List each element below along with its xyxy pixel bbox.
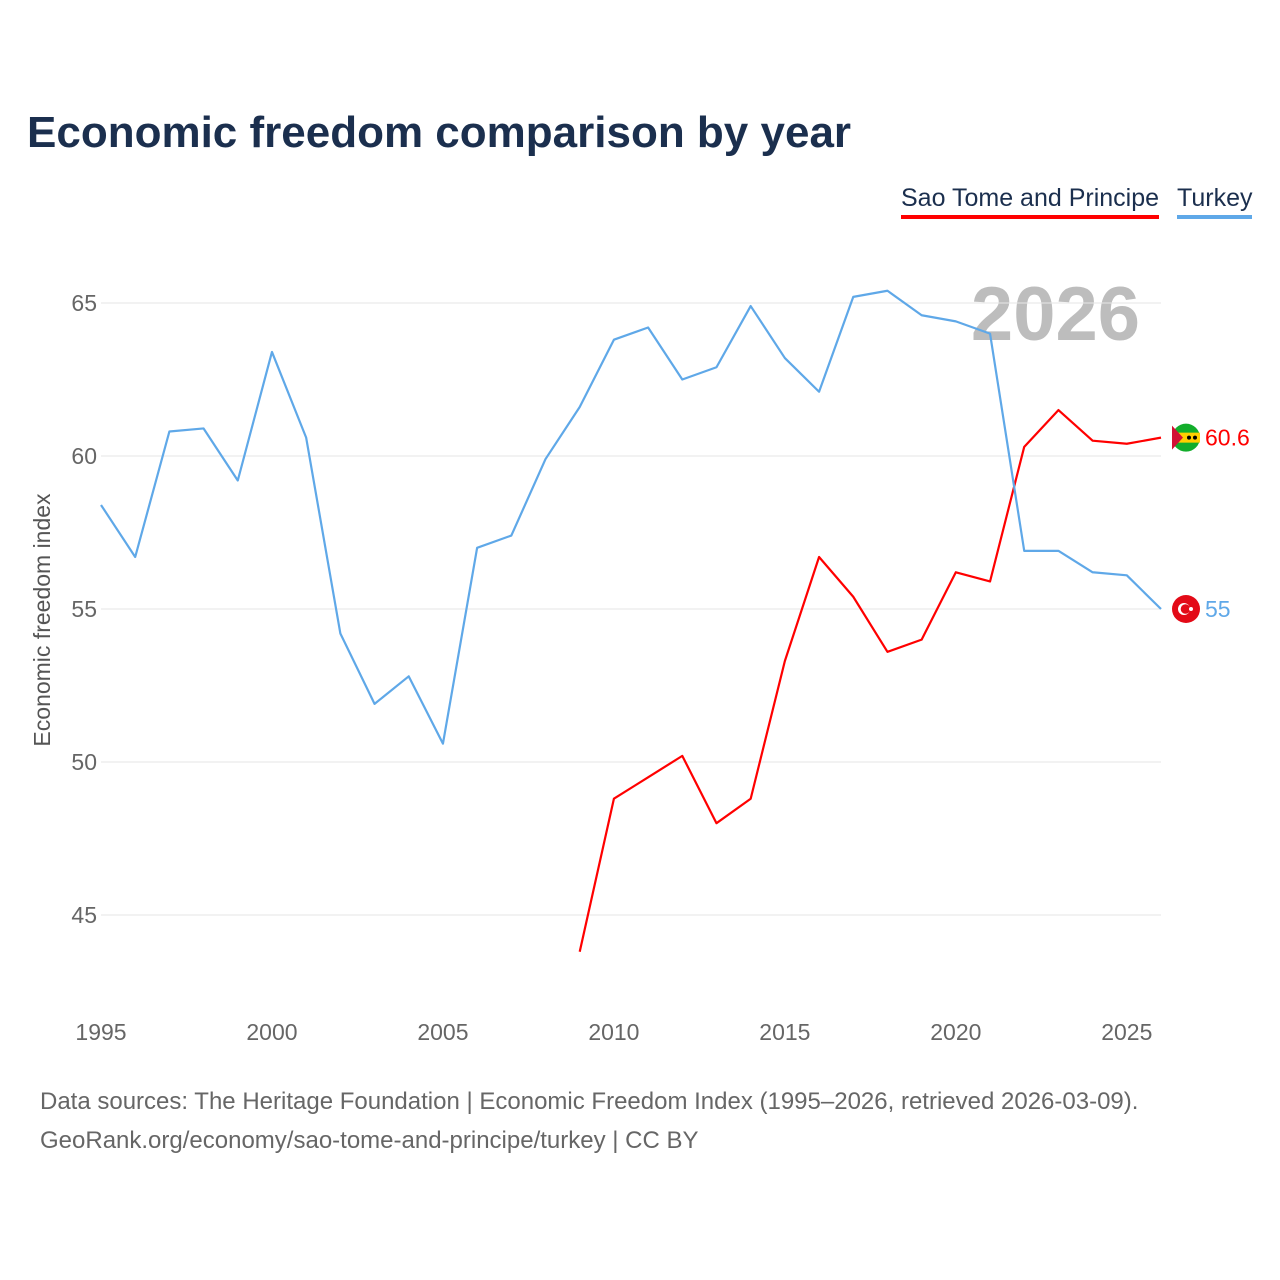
end-value-label: 55: [1205, 596, 1231, 622]
line-chart: 2026 45 50 55 60 65 1995 2000 2005 2010 2015 2020 2…: [29, 272, 1250, 1045]
star: [1189, 607, 1193, 611]
series-line-sao-tome: [578, 409, 1162, 952]
chart-title: Economic freedom comparison by year: [27, 108, 852, 157]
x-tick-label: 1995: [75, 1019, 126, 1045]
turkey-flag-icon: [1172, 595, 1200, 623]
sao-tome-flag-icon: [1172, 423, 1200, 452]
source-line-1: Data sources: The Heritage Foundation | …: [40, 1088, 1139, 1115]
y-tick-label: 45: [71, 902, 97, 928]
x-tick-label: 2015: [759, 1019, 810, 1045]
series-line-turkey: [100, 289, 1162, 745]
star: [1193, 435, 1197, 440]
source-line-2[interactable]: GeoRank.org/economy/sao-tome-and-princip…: [40, 1127, 699, 1154]
legend-sao-tome[interactable]: Sao Tome and Principe: [901, 184, 1160, 219]
x-tick-label: 2010: [588, 1019, 639, 1045]
x-tick-label: 2005: [417, 1019, 468, 1045]
y-tick-label: 65: [71, 290, 97, 316]
x-tick-label: 2020: [930, 1019, 981, 1045]
y-tick-label: 60: [71, 443, 97, 469]
x-tick-label: 2025: [1101, 1019, 1152, 1045]
flag-band: [1172, 432, 1200, 443]
crescent-cut: [1180, 604, 1191, 614]
legend-turkey[interactable]: Turkey: [1177, 184, 1253, 219]
y-tick-label: 50: [71, 749, 97, 775]
y-axis-label: Economic freedom index: [29, 493, 55, 747]
end-value-label: 60.6: [1205, 425, 1250, 451]
year-watermark: 2026: [971, 272, 1140, 357]
x-tick-label: 2000: [246, 1019, 297, 1045]
star: [1187, 435, 1191, 440]
y-tick-label: 55: [71, 596, 97, 622]
flag-triangle: [1172, 425, 1183, 450]
